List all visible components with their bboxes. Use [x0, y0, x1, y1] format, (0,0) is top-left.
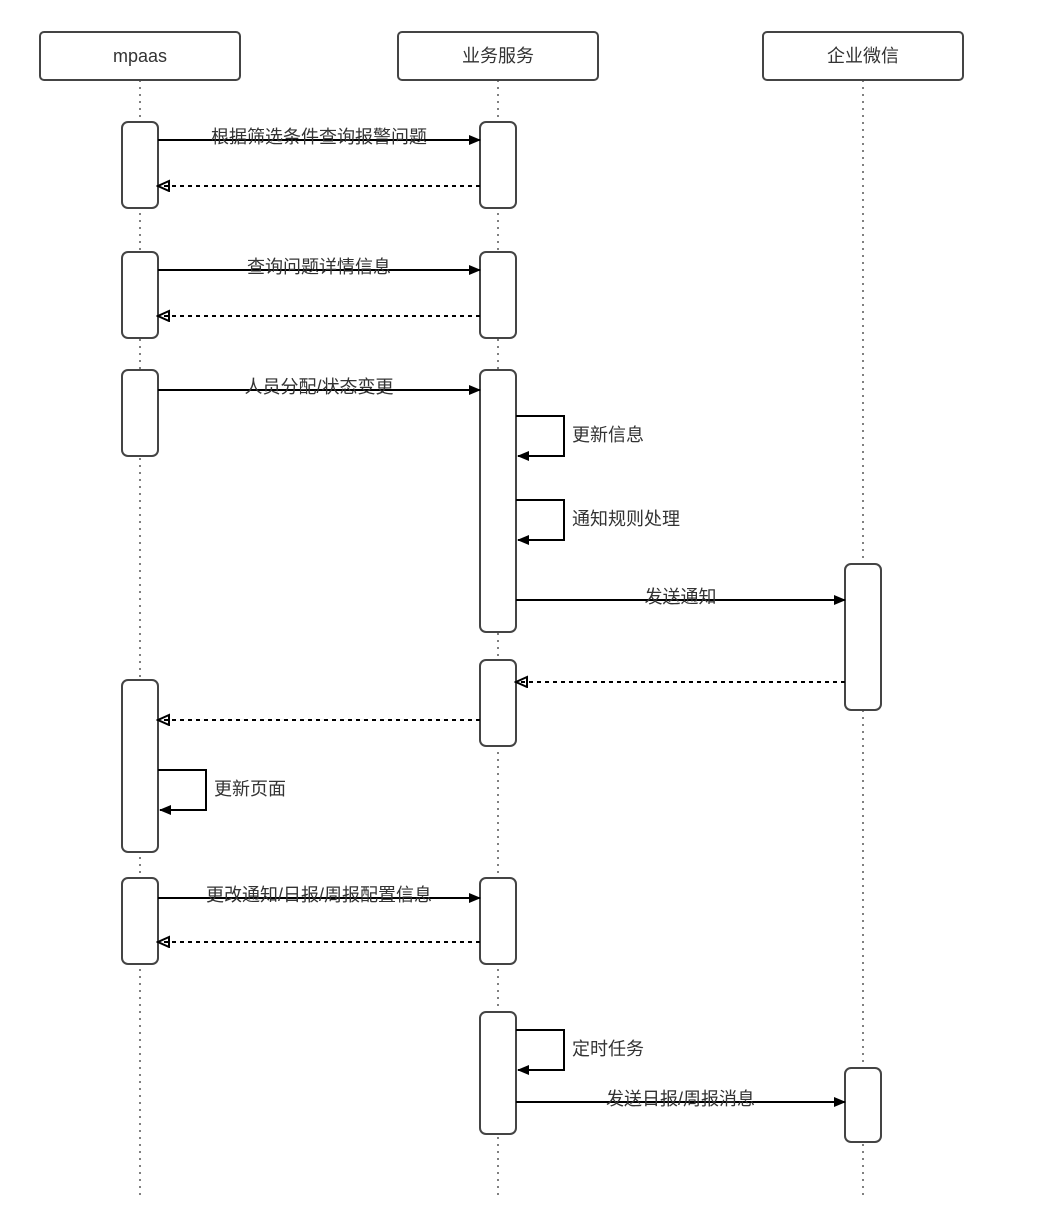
self-message-label: 更新信息 — [572, 425, 644, 445]
message-label: 更改通知/日报/周报配置信息 — [206, 885, 432, 905]
message-label: 查询问题详情信息 — [247, 257, 391, 277]
message-label: 人员分配/状态变更 — [244, 377, 393, 397]
participant-svc: 业务服务 — [462, 46, 534, 66]
self-message-label: 通知规则处理 — [572, 509, 680, 529]
message-label: 根据筛选条件查询报警问题 — [211, 127, 427, 147]
sequence-diagram: mpaas 业务服务 企业微信根据筛选条件查询报警问题查询问题详情信息人员分配/状态… — [0, 0, 1052, 1222]
participant-wechat: 企业微信 — [827, 46, 899, 66]
participant-mpaas: mpaas — [113, 46, 167, 66]
message-label: 发送通知 — [645, 587, 717, 607]
self-message-label: 更新页面 — [214, 779, 286, 799]
self-message-label: 定时任务 — [572, 1039, 644, 1059]
message-label: 发送日报/周报消息 — [606, 1089, 755, 1109]
